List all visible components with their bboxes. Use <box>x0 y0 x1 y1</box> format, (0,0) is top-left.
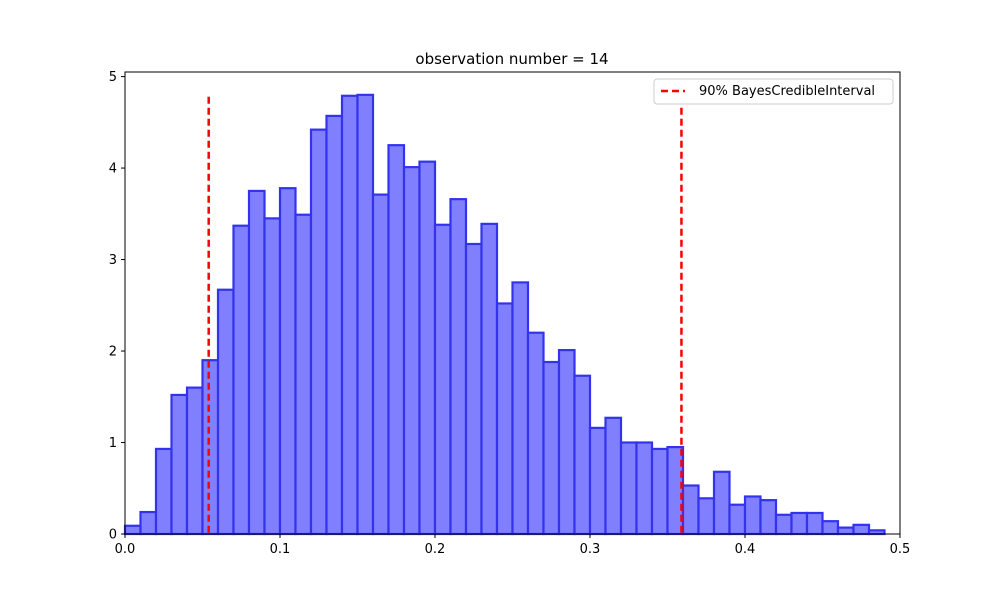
histogram-bar <box>433 223 452 536</box>
histogram-bar <box>309 128 328 536</box>
histogram-bar <box>278 187 297 536</box>
histogram-bar <box>201 359 220 536</box>
histogram-bar <box>821 520 840 536</box>
histogram-bar <box>635 441 654 536</box>
y-tick-label: 1 <box>109 436 117 451</box>
y-tick-label: 2 <box>109 345 117 360</box>
y-axis: 0 1 2 3 4 5 <box>109 70 125 543</box>
histogram-bar <box>216 288 235 536</box>
histogram-bar <box>449 198 468 536</box>
histogram-bar <box>123 524 142 536</box>
histogram-bar <box>154 447 173 536</box>
histogram-bar <box>836 526 855 536</box>
plot-frame <box>124 71 901 535</box>
histogram-bar <box>263 217 282 536</box>
histogram-bar <box>418 160 437 536</box>
y-tick-label: 3 <box>109 253 117 268</box>
histogram-bar <box>697 497 716 536</box>
histogram-bar <box>402 166 421 536</box>
histogram-bar <box>247 189 266 536</box>
histogram-bar <box>170 393 189 536</box>
histogram-bar <box>356 93 375 536</box>
histogram-bar <box>542 360 561 536</box>
legend-label: 90% BayesCredibleInterval <box>699 84 875 99</box>
histogram-bar <box>232 224 251 536</box>
histogram-bar <box>774 513 793 536</box>
histogram-bar <box>325 114 344 536</box>
histogram-bar <box>604 416 623 536</box>
histogram-bar <box>712 470 731 536</box>
histogram-bar <box>681 484 700 536</box>
y-tick-label: 0 <box>109 528 117 543</box>
histogram-bar <box>387 144 406 536</box>
histogram-bar <box>588 426 607 536</box>
histogram-bar <box>743 495 762 536</box>
histogram-bar <box>852 523 871 536</box>
x-tick-label: 0.5 <box>890 542 911 557</box>
legend: 90% BayesCredibleInterval <box>653 78 894 105</box>
x-tick-label: 0.2 <box>425 542 446 557</box>
histogram-bar <box>557 349 576 536</box>
x-tick-label: 0.3 <box>580 542 601 557</box>
histogram-bar <box>371 193 390 536</box>
histogram-bar <box>619 441 638 536</box>
y-tick-label: 4 <box>109 162 117 177</box>
legend-box <box>653 78 894 105</box>
histogram-bar <box>805 511 824 536</box>
histogram-bar <box>185 386 204 536</box>
chart-title: observation number = 14 <box>415 50 608 68</box>
credible-interval-lines <box>207 96 683 534</box>
x-tick-label: 0.4 <box>735 542 756 557</box>
histogram-bar <box>790 511 809 536</box>
histogram-bar <box>340 94 359 536</box>
x-axis: 0.0 0.1 0.2 0.3 0.4 0.5 <box>115 534 911 557</box>
histogram-bar <box>480 222 499 536</box>
histogram-bar <box>526 331 545 536</box>
histogram-bar <box>759 499 778 536</box>
histogram-bar <box>511 281 530 536</box>
y-tick-label: 5 <box>109 70 117 85</box>
histogram-bar <box>650 447 669 536</box>
x-tick-label: 0.0 <box>115 542 136 557</box>
histogram-bar <box>867 529 886 536</box>
histogram-bars <box>123 93 886 536</box>
histogram-bar <box>728 503 747 536</box>
histogram-bar <box>464 242 483 536</box>
histogram-bar <box>294 213 313 536</box>
histogram-bar <box>495 302 514 536</box>
x-tick-label: 0.1 <box>270 542 291 557</box>
histogram-bar <box>573 374 592 536</box>
histogram-bar <box>139 510 158 536</box>
